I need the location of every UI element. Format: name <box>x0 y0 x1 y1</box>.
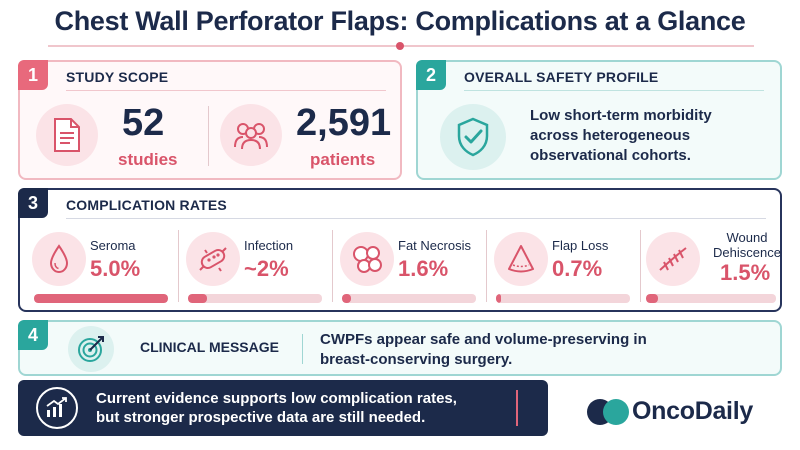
rate-bar-fill <box>188 294 207 303</box>
clinical-message-text: CWPFs appear safe and volume-preserving … <box>320 331 647 368</box>
people-icon <box>220 104 282 166</box>
section-underline <box>66 90 386 91</box>
target-icon <box>68 326 114 372</box>
rate-bar-fill <box>646 294 658 303</box>
section-number-1: 1 <box>18 60 48 90</box>
studies-label: studies <box>118 150 178 169</box>
study-scope-card: 1 STUDY SCOPE 52 studies 2,591 patients <box>18 60 402 180</box>
complication-divider <box>486 230 487 302</box>
rate-bar-fill <box>496 294 502 303</box>
clinical-message-card: 4 CLINICAL MESSAGE CWPFs appear safe and… <box>18 320 782 376</box>
rate-bar <box>496 294 630 303</box>
rate-bar <box>34 294 168 303</box>
section-underline <box>66 218 766 219</box>
evidence-banner: Current evidence supports low complicati… <box>18 380 548 436</box>
complication-rate: 0.7% <box>552 256 603 281</box>
document-icon <box>36 104 98 166</box>
section-underline <box>464 90 764 91</box>
complication-label: Fat Necrosis <box>398 238 471 253</box>
safety-profile-text: Low short-term morbidity across heteroge… <box>530 107 712 164</box>
flap-icon <box>494 232 548 286</box>
infographic-title: Chest Wall Perforator Flaps: Complicatio… <box>54 6 746 36</box>
oncodaily-logo: OncoDaily <box>586 395 786 429</box>
complication-label: Wound Dehiscence <box>713 230 781 260</box>
complication-divider <box>332 230 333 302</box>
study-scope-title: STUDY SCOPE <box>66 69 169 85</box>
section-number-2: 2 <box>416 60 446 90</box>
complication-fat-necrosis: Fat Necrosis 1.6% <box>336 230 484 304</box>
rate-bar <box>188 294 322 303</box>
patients-count: 2,591 <box>296 102 392 144</box>
banner-accent <box>516 390 518 426</box>
complication-divider <box>640 230 641 302</box>
droplet-icon <box>32 232 86 286</box>
studies-count: 52 <box>122 102 165 144</box>
complication-infection: Infection ~2% <box>182 230 330 304</box>
clinical-message-title: CLINICAL MESSAGE <box>140 339 279 355</box>
evidence-text: Current evidence supports low complicati… <box>96 390 457 426</box>
fat-cells-icon <box>340 232 394 286</box>
complication-seroma: Seroma 5.0% <box>28 230 176 304</box>
logo-text: OncoDaily <box>632 397 753 425</box>
safety-profile-card: 2 OVERALL SAFETY PROFILE Low short-term … <box>416 60 782 180</box>
rate-bar-fill <box>342 294 352 303</box>
safety-profile-title: OVERALL SAFETY PROFILE <box>464 69 659 85</box>
title-divider-dot <box>396 42 404 50</box>
complication-divider <box>178 230 179 302</box>
trend-chart-icon <box>36 387 78 429</box>
scope-divider <box>208 106 209 166</box>
shield-check-icon <box>440 104 506 170</box>
section-number-3: 3 <box>18 188 48 218</box>
clinical-divider <box>302 334 303 364</box>
complication-flap-loss: Flap Loss 0.7% <box>490 230 638 304</box>
complication-label: Flap Loss <box>552 238 609 253</box>
complication-rates-title: COMPLICATION RATES <box>66 197 227 213</box>
bacteria-icon <box>186 232 240 286</box>
complication-wound-dehiscence: Wound Dehiscence 1.5% <box>632 230 781 304</box>
rate-bar-fill <box>34 294 168 303</box>
section-number-4: 4 <box>18 320 48 350</box>
complication-rate: 1.5% <box>720 260 771 285</box>
suture-icon <box>646 232 700 286</box>
complication-label: Seroma <box>90 238 136 253</box>
patients-label: patients <box>310 150 376 169</box>
complication-rate: ~2% <box>244 256 289 281</box>
complication-rate: 5.0% <box>90 256 141 281</box>
rate-bar <box>646 294 776 303</box>
complication-label: Infection <box>244 238 294 253</box>
rate-bar <box>342 294 476 303</box>
complication-rates-card: 3 COMPLICATION RATES Seroma 5.0% Infecti… <box>18 188 782 312</box>
complication-rate: 1.6% <box>398 256 449 281</box>
oncodaily-logo-icon <box>587 399 629 425</box>
